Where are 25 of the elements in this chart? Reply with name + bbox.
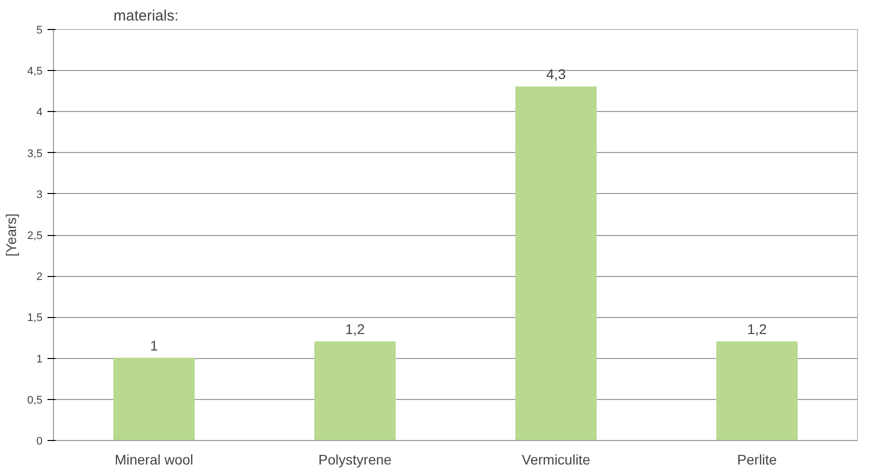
- bar: [113, 358, 195, 440]
- chart-title: materials:: [114, 8, 179, 24]
- y-tick-label: 0,5: [27, 394, 43, 406]
- y-axis-title: [Years]: [3, 213, 20, 257]
- bar: [515, 86, 597, 440]
- y-tick-label: 3: [36, 188, 43, 201]
- y-tick-label: 1: [36, 353, 43, 366]
- y-tick-label: 4,5: [27, 66, 43, 78]
- y-tick-label: 0: [36, 436, 43, 448]
- y-tick-label: 2: [36, 271, 43, 284]
- x-tick-label: Mineral wool: [114, 452, 194, 468]
- y-tick-label: 4: [36, 106, 43, 119]
- bar: [314, 341, 396, 440]
- y-tick-label: 3,5: [27, 148, 43, 160]
- data-label: 4,3: [546, 66, 566, 82]
- x-tick-label: Polystyrene: [318, 452, 392, 468]
- y-tick-label: 1,5: [27, 312, 43, 324]
- data-label: 1,2: [345, 320, 365, 337]
- y-tick-label: 2,5: [27, 230, 43, 242]
- y-tick-label: 5: [36, 24, 43, 36]
- bar: [716, 341, 798, 440]
- data-label: 1: [150, 337, 158, 354]
- data-label: 1,2: [747, 320, 767, 337]
- x-tick-label: Perlite: [737, 452, 778, 468]
- x-tick-label: Vermiculite: [522, 452, 590, 468]
